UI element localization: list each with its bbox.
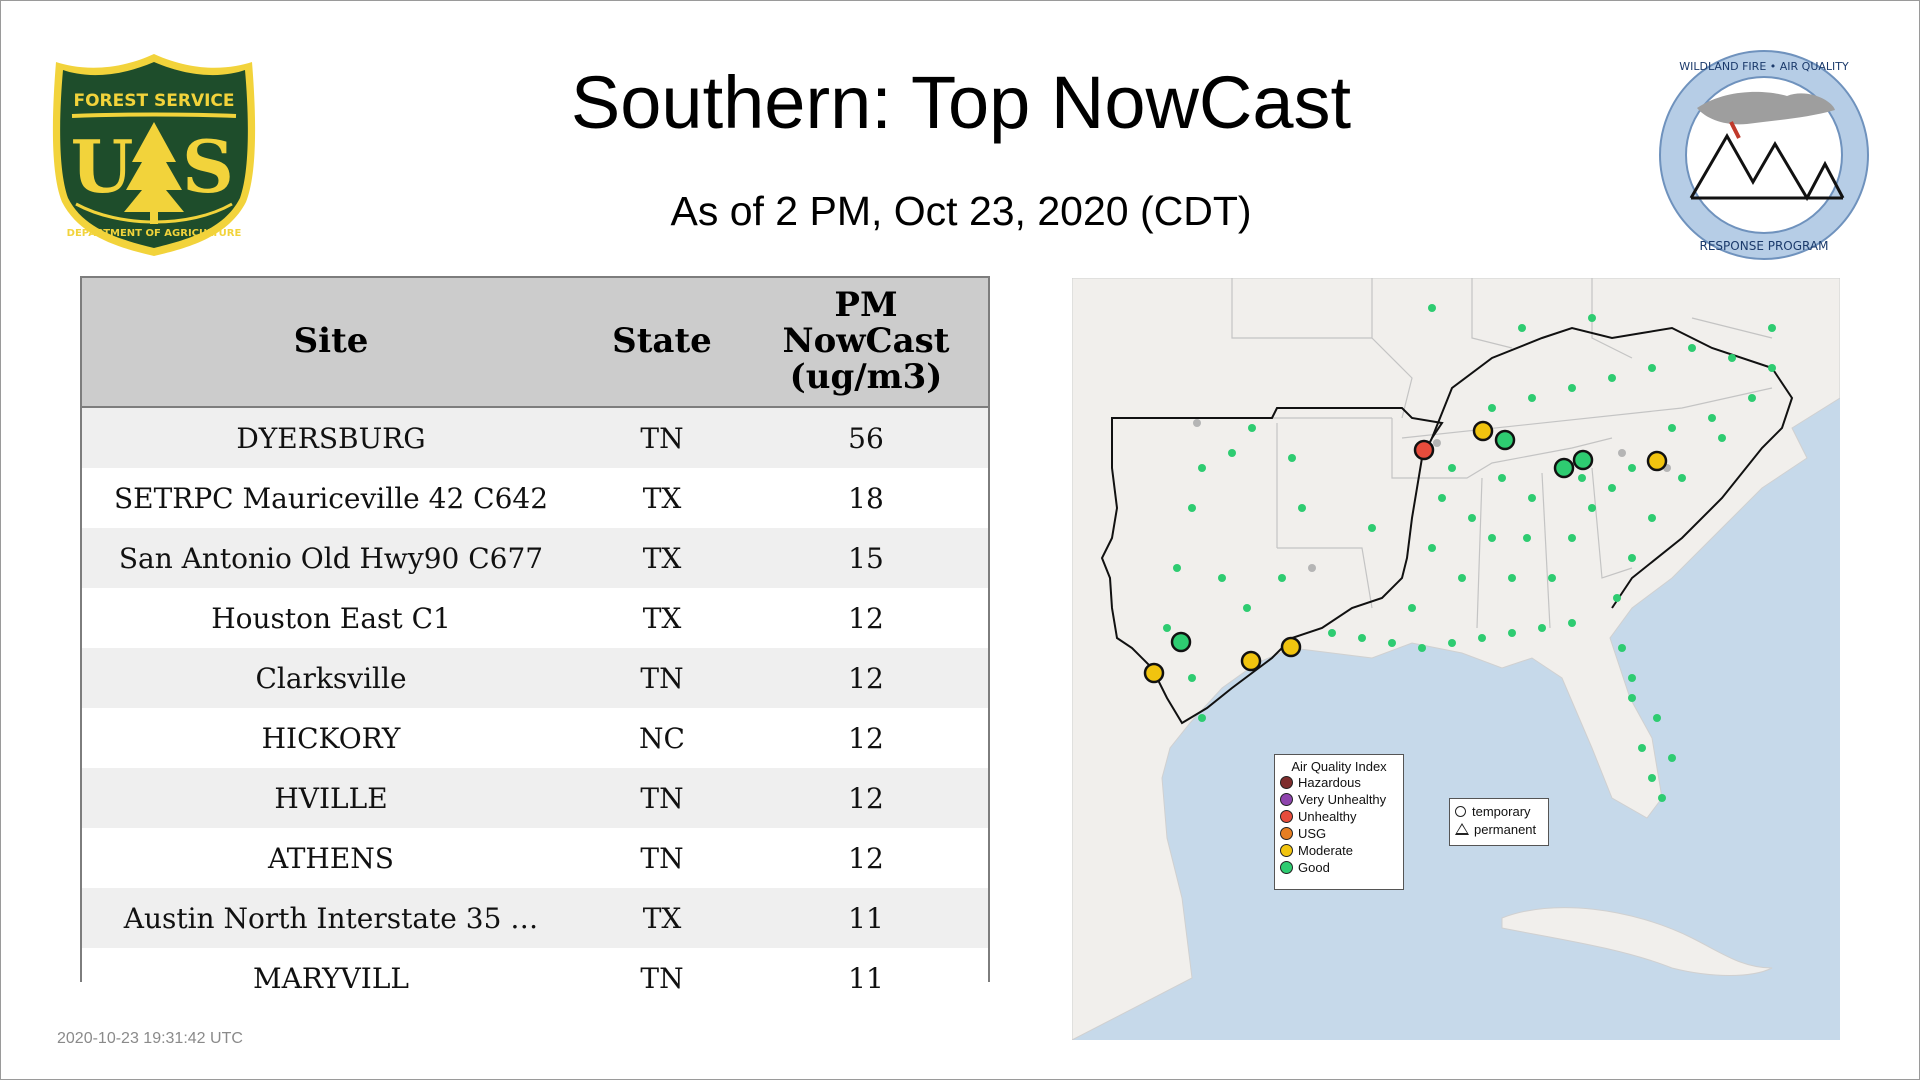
- page-title: Southern: Top NowCast: [570, 61, 1352, 144]
- cell-site: Austin North Interstate 35 …: [82, 888, 580, 948]
- top-sites: [1143, 420, 1668, 684]
- site-good: [1494, 429, 1516, 451]
- table-row: Houston East C1 TX 12: [82, 588, 988, 648]
- legend-temporary: temporary: [1455, 802, 1548, 820]
- table-row: Clarksville TN 12: [82, 648, 988, 708]
- table-row: SETRPC Mauriceville 42 C642 TX 18: [82, 468, 988, 528]
- cell-state: TX: [580, 528, 744, 588]
- shape-legend: temporary permanent: [1449, 798, 1549, 846]
- map-land: [1072, 278, 1840, 1040]
- table-row: HVILLE TN 12: [82, 768, 988, 828]
- southern-region-outline-east: [1431, 326, 1794, 609]
- table-row: DYERSBURG TN 56: [82, 407, 988, 468]
- inactive-sites: [1193, 419, 1671, 572]
- table-row: MARYVILL TN 11: [82, 948, 988, 1008]
- header-site: Site: [82, 278, 580, 408]
- wf-ring-top: WILDLAND FIRE • AIR QUALITY: [1679, 60, 1849, 73]
- fs-bottom-text: DEPARTMENT OF AGRICULTURE: [67, 228, 242, 239]
- aqi-legend: Air Quality Index Hazardous Very Unhealt…: [1274, 754, 1404, 890]
- cell-value: 11: [744, 888, 988, 948]
- cell-value: 12: [744, 588, 988, 648]
- site-moderate: [1240, 650, 1262, 672]
- cell-value: 18: [744, 468, 988, 528]
- site-unhealthy: [1413, 439, 1435, 461]
- site-moderate: [1280, 636, 1302, 658]
- cell-value: 56: [744, 407, 988, 468]
- map-cuba: [1501, 907, 1773, 976]
- legend-item-moderate: Moderate: [1280, 842, 1403, 859]
- cell-state: TN: [580, 407, 744, 468]
- legend-permanent: permanent: [1455, 820, 1548, 838]
- cell-state: TX: [580, 888, 744, 948]
- svg-text:U: U: [71, 124, 134, 209]
- fs-top-text: FOREST SERVICE: [73, 91, 234, 111]
- cell-state: TN: [580, 648, 744, 708]
- cell-site: San Antonio Old Hwy90 C677: [82, 528, 580, 588]
- table-row: ATHENS TN 12: [82, 828, 988, 888]
- cell-value: 12: [744, 768, 988, 828]
- site-good: [1553, 457, 1575, 479]
- cell-value: 12: [744, 648, 988, 708]
- table-row: HICKORY NC 12: [82, 708, 988, 768]
- cell-value: 12: [744, 828, 988, 888]
- cell-state: TN: [580, 948, 744, 1008]
- legend-item-hazardous: Hazardous: [1280, 774, 1403, 791]
- site-moderate: [1472, 420, 1494, 442]
- legend-item-good: Good: [1280, 859, 1403, 876]
- cell-value: 11: [744, 948, 988, 1008]
- cell-site: MARYVILL: [82, 948, 580, 1008]
- cell-site: HICKORY: [82, 708, 580, 768]
- svg-text:S: S: [182, 124, 234, 209]
- header-state: State: [580, 278, 744, 408]
- table-row: Austin North Interstate 35 … TX 11: [82, 888, 988, 948]
- legend-item-very-unhealthy: Very Unhealthy: [1280, 791, 1403, 808]
- cell-state: NC: [580, 708, 744, 768]
- footer-timestamp: 2020-10-23 19:31:42 UTC: [57, 1030, 243, 1047]
- aqi-monitor-map: [1072, 278, 1840, 1040]
- header-nowcast: PM NowCast (ug/m3): [744, 278, 988, 408]
- site-moderate: [1143, 662, 1165, 684]
- legend-item-usg: USG: [1280, 825, 1403, 842]
- state-borders: [1112, 278, 1773, 629]
- page-subtitle: As of 2 PM, Oct 23, 2020 (CDT): [670, 188, 1252, 234]
- cell-site: SETRPC Mauriceville 42 C642: [82, 468, 580, 528]
- site-moderate: [1646, 450, 1668, 472]
- circle-icon: [1455, 805, 1466, 817]
- cell-site: Houston East C1: [82, 588, 580, 648]
- cell-state: TX: [580, 588, 744, 648]
- site-good: [1572, 449, 1594, 471]
- cell-site: HVILLE: [82, 768, 580, 828]
- cell-state: TX: [580, 468, 744, 528]
- table-header-row: Site State PM NowCast (ug/m3): [82, 278, 988, 408]
- cell-site: Clarksville: [82, 648, 580, 708]
- legend-title: Air Quality Index: [1291, 759, 1387, 774]
- cell-value: 12: [744, 708, 988, 768]
- wildland-fire-logo: WILDLAND FIRE • AIR QUALITY RESPONSE PRO…: [1659, 50, 1869, 260]
- legend-item-unhealthy: Unhealthy: [1280, 808, 1403, 825]
- cell-site: ATHENS: [82, 828, 580, 888]
- table-row: San Antonio Old Hwy90 C677 TX 15: [82, 528, 988, 588]
- cell-state: TN: [580, 768, 744, 828]
- cell-value: 15: [744, 528, 988, 588]
- good-sites: [1163, 304, 1776, 802]
- triangle-icon: [1455, 823, 1469, 835]
- cell-site: DYERSBURG: [82, 407, 580, 468]
- nowcast-table: Site State PM NowCast (ug/m3) DYERSBURG T…: [80, 276, 990, 1008]
- cell-state: TN: [580, 828, 744, 888]
- wf-ring-bottom: RESPONSE PROGRAM: [1700, 239, 1829, 253]
- forest-service-logo: FOREST SERVICE U S DEPARTMENT OF AGRICUL…: [52, 54, 256, 256]
- site-good: [1170, 631, 1192, 653]
